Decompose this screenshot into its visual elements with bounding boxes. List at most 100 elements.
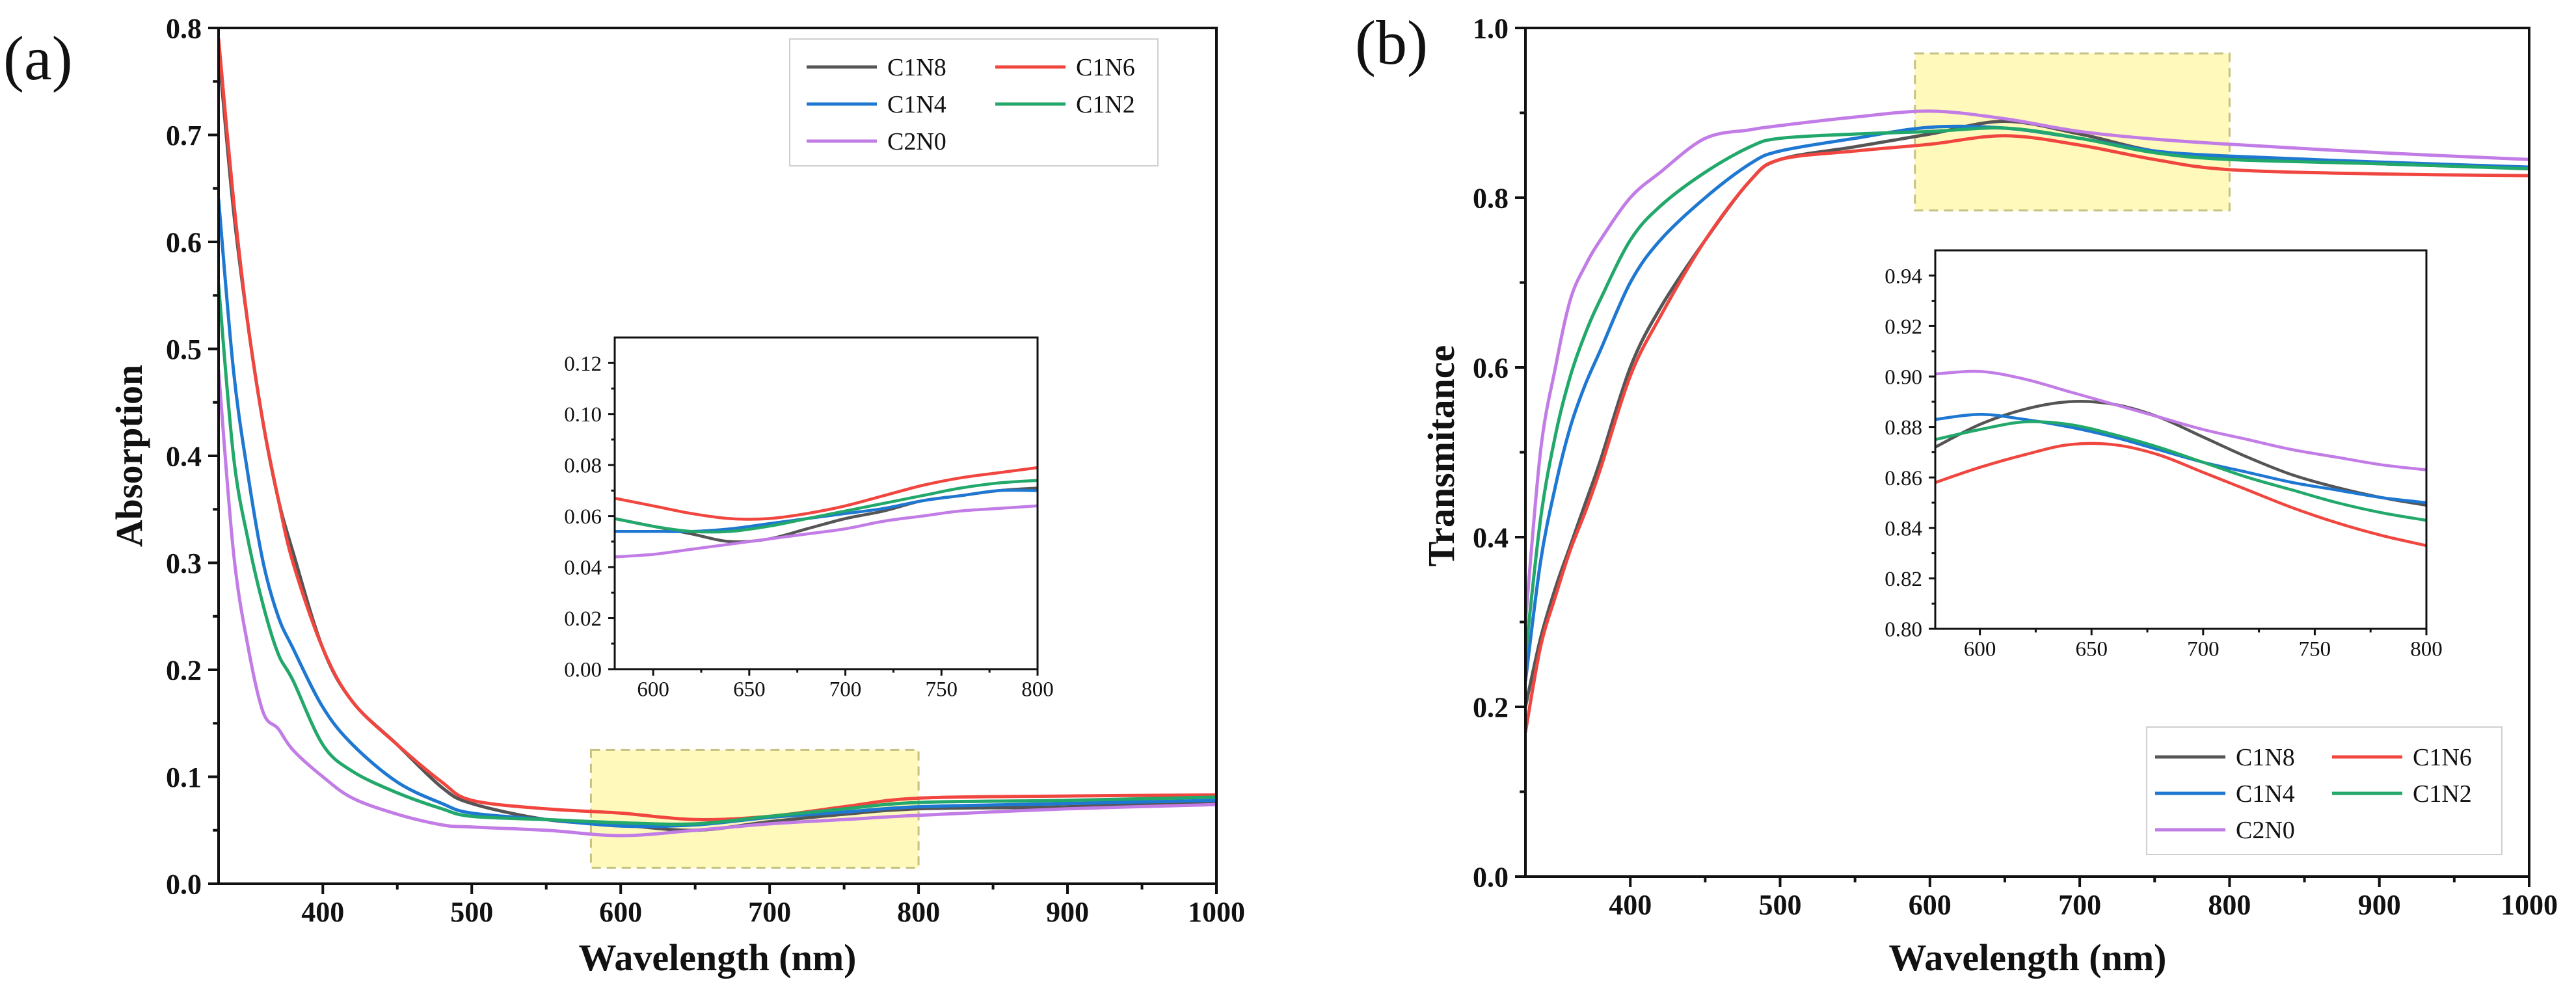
main-x-tick-label: 600 (599, 896, 642, 928)
inset-y-tick-label: 0.06 (564, 505, 602, 529)
inset-series-line-c1n6 (615, 466, 1038, 521)
inset-series-line-c1n2 (615, 479, 1038, 534)
legend-label-c1n4: C1N4 (2236, 780, 2295, 808)
main-x-tick-label: 1000 (1188, 896, 1245, 928)
y-axis-title: Absorption (108, 365, 150, 547)
legend-label-c2n0: C2N0 (887, 128, 946, 155)
main-x-tick-label: 400 (301, 896, 344, 928)
main-y-tick-label: 0.7 (166, 120, 202, 152)
inset-y-tick-label: 0.12 (564, 352, 602, 376)
inset-background (1935, 250, 2426, 629)
main-x-tick-label: 500 (450, 896, 493, 928)
main-series-line-c1n6 (219, 37, 1216, 821)
main-series-line-c1n4 (1525, 124, 2529, 683)
main-y-tick-label: 0.0 (1473, 861, 1509, 893)
inset-x-tick-label: 750 (2299, 637, 2331, 661)
main-y-tick-label: 0.5 (166, 334, 202, 365)
inset-chart: 600 650 700 750 800 0.00 0.02 0.04 0.06 0.08 0.10 0… (564, 336, 1054, 701)
main-x-tick-label: 1000 (2501, 889, 2558, 921)
chart-panel-a: 400 500 600 700 800 900 1000 0.0 0.1 0.2 0.3 0.4 0.5… (3, 12, 1245, 979)
legend-label-c1n8: C1N8 (2236, 744, 2295, 771)
main-x-tick-label: 800 (897, 896, 940, 928)
main-y-tick-label: 0.2 (166, 654, 202, 686)
main-y-tick-label: 0.4 (1473, 522, 1509, 553)
legend-label-c1n2: C1N2 (1076, 91, 1135, 118)
main-series-line-c1n4 (219, 197, 1216, 828)
inset-series-line-c1n6 (1935, 442, 2426, 548)
inset-x-tick-label: 800 (1021, 678, 1054, 701)
main-y-tick-label: 0.6 (166, 226, 202, 258)
inset-series-group (615, 466, 1038, 559)
main-x-tick-label: 400 (1609, 889, 1652, 921)
main-x-tick-label: 900 (1046, 896, 1089, 928)
inset-x-tick-label: 700 (2187, 637, 2220, 661)
main-y-tick-label: 0.8 (1473, 182, 1509, 214)
main-series-group (219, 37, 1216, 838)
y-axis-title: Transmitance (1420, 345, 1462, 566)
main-y-tick-label: 0.2 (1473, 691, 1509, 723)
legend-box (2146, 726, 2502, 855)
legend-label-c1n2: C1N2 (2413, 780, 2472, 808)
main-x-tick-label: 800 (2208, 889, 2251, 921)
main-y-tick-label: 0.0 (166, 868, 202, 900)
inset-series-line-c1n2 (1935, 420, 2426, 522)
main-y-tick-label: 1.0 (1473, 12, 1509, 44)
legend-label-c1n8: C1N8 (887, 54, 946, 81)
inset-y-tick-label: 0.92 (1885, 315, 1922, 339)
main-x-tick-label: 700 (748, 896, 791, 928)
inset-y-tick-label: 0.94 (1885, 265, 1922, 288)
inset-y-tick-label: 0.86 (1885, 467, 1922, 490)
main-series-line-c2n0 (1525, 109, 2529, 624)
x-axis-title: Wavelength (nm) (579, 936, 857, 979)
inset-x-tick-label: 650 (2075, 637, 2108, 661)
main-series-group (1525, 109, 2529, 734)
inset-plot-frame (1934, 249, 2428, 630)
inset-series-line-c2n0 (615, 504, 1038, 559)
inset-x-tick-label: 700 (829, 678, 862, 701)
inset-y-tick-label: 0.90 (1885, 366, 1922, 390)
inset-series-line-c1n4 (1935, 412, 2426, 505)
inset-y-tick-label: 0.10 (564, 403, 602, 427)
chart-panel-b: 400 500 600 700 800 900 1000 0.0 0.2 0.4 0.6 0.8 1.0… (1355, 8, 2558, 979)
main-y-tick-label: 0.6 (1473, 352, 1509, 384)
inset-x-tick-label: 600 (1964, 637, 1996, 661)
inset-x-tick-label: 600 (637, 678, 669, 701)
inset-background (615, 338, 1038, 669)
inset-y-tick-label: 0.82 (1885, 568, 1922, 591)
panel-label: (b) (1355, 8, 1428, 77)
legend: C1N8 C1N6 C1N4 C1N2 C2N0 (2146, 726, 2502, 855)
inset-x-tick-label: 750 (926, 678, 958, 701)
main-x-tick-label: 700 (2058, 889, 2101, 921)
inset-x-tick-label: 650 (733, 678, 766, 701)
main-y-tick-label: 0.3 (166, 548, 202, 579)
legend: C1N8 C1N6 C1N4 C1N2 C2N0 (789, 38, 1159, 166)
main-x-tick-label: 600 (1909, 889, 1952, 921)
panel-label: (a) (3, 23, 73, 93)
legend-label-c1n6: C1N6 (1076, 54, 1135, 81)
main-y-tick-label: 0.4 (166, 440, 202, 472)
inset-y-tick-label: 0.04 (564, 557, 602, 580)
inset-y-tick-label: 0.02 (564, 607, 602, 631)
main-series-line-c1n6 (1525, 134, 2529, 734)
legend-label-c2n0: C2N0 (2236, 817, 2295, 844)
inset-y-tick-label: 0.88 (1885, 416, 1922, 440)
inset-y-tick-label: 0.84 (1885, 517, 1922, 540)
inset-y-tick-label: 0.00 (564, 659, 602, 682)
main-y-tick-label: 0.8 (166, 12, 202, 44)
inset-x-tick-label: 800 (2410, 637, 2443, 661)
inset-series-line-c1n8 (1935, 400, 2426, 507)
inset-series-line-c2n0 (1935, 369, 2426, 471)
main-x-tick-label: 500 (1759, 889, 1802, 921)
highlight-region (1914, 52, 2231, 212)
inset-y-tick-label: 0.08 (564, 455, 602, 478)
main-series-line-c1n2 (1525, 126, 2529, 658)
x-axis-title: Wavelength (nm) (1889, 936, 2167, 979)
inset-chart: 600 650 700 750 800 0.80 0.82 0.84 0.86 0.88 0.90 0… (1885, 249, 2443, 661)
legend-label-c1n4: C1N4 (887, 91, 946, 118)
main-series-line-c1n2 (219, 283, 1216, 826)
main-x-tick-label: 900 (2358, 889, 2401, 921)
inset-series-group (1935, 369, 2426, 548)
inset-plot-frame (613, 336, 1039, 670)
